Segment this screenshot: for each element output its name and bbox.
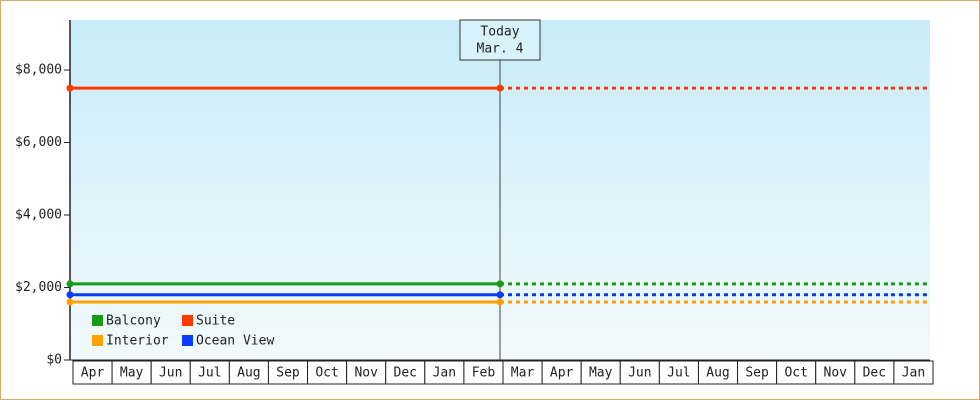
x-tick-label: Dec	[394, 366, 417, 381]
today-date: Mar. 4	[477, 42, 524, 57]
legend-label: Suite	[196, 314, 235, 329]
x-tick-label: Oct	[784, 366, 807, 381]
series-marker	[496, 298, 504, 306]
x-tick-label: Apr	[550, 366, 574, 381]
x-tick-label: Sep	[276, 366, 300, 381]
legend-swatch	[182, 335, 193, 346]
today-label: Today	[480, 25, 519, 40]
x-tick-label: Nov	[354, 366, 378, 381]
x-tick-label: Jan	[902, 366, 925, 381]
legend-swatch	[92, 335, 103, 346]
series-marker	[66, 84, 74, 92]
legend-swatch	[92, 315, 103, 326]
series-marker	[66, 298, 74, 306]
series-marker	[66, 280, 74, 288]
y-tick-label: $2,000	[15, 280, 62, 295]
legend-label: Interior	[106, 334, 169, 349]
y-tick-label: $6,000	[15, 135, 62, 150]
y-tick-label: $4,000	[15, 208, 62, 223]
y-tick-label: $8,000	[15, 63, 62, 78]
x-tick-label: Oct	[315, 366, 338, 381]
legend-swatch	[182, 315, 193, 326]
series-marker	[496, 291, 504, 299]
x-tick-label: May	[589, 366, 613, 381]
x-tick-label: Mar	[511, 366, 535, 381]
x-tick-label: Jul	[198, 366, 221, 381]
series-marker	[496, 280, 504, 288]
series-marker	[66, 291, 74, 299]
x-tick-cell	[893, 360, 934, 385]
x-tick-label: Jun	[628, 366, 651, 381]
legend-label: Balcony	[106, 314, 161, 329]
x-tick-label: Jul	[667, 366, 690, 381]
x-tick-label: Aug	[706, 366, 729, 381]
x-tick-label: Feb	[472, 366, 496, 381]
x-tick-label: Sep	[745, 366, 769, 381]
series-marker	[496, 84, 504, 92]
y-tick-label: $0	[46, 353, 62, 368]
today-box	[459, 19, 541, 61]
x-tick-label: Apr	[81, 366, 105, 381]
x-tick-label: Jan	[433, 366, 456, 381]
x-tick-label: Aug	[237, 366, 260, 381]
x-tick-label: Nov	[824, 366, 848, 381]
x-tick-label: Jun	[159, 366, 182, 381]
x-tick-label: May	[120, 366, 144, 381]
x-tick-label: Dec	[863, 366, 886, 381]
legend-label: Ocean View	[196, 334, 274, 349]
